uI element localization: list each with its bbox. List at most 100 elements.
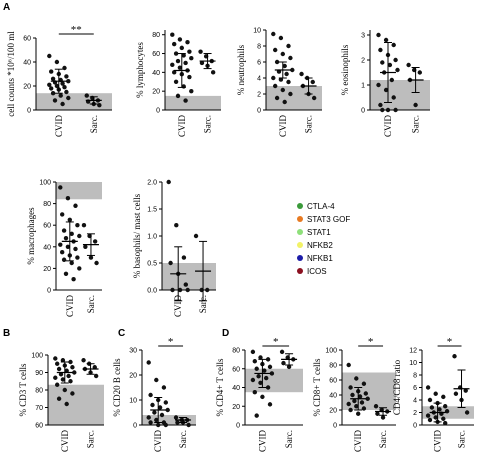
data-point [93,373,99,379]
data-point [373,404,379,409]
x-tick-label: Sarc. [89,115,99,133]
data-point [84,93,89,98]
y-tick-label: 80 [329,363,337,370]
data-point [92,365,97,370]
x-tick-label: Sarc. [86,295,96,313]
data-point [443,420,448,426]
y-tick-label: 60 [43,223,51,230]
data-point [68,379,73,384]
data-point [189,88,194,94]
data-point [56,366,62,372]
y-tick-label: 1 [361,83,365,90]
data-point [60,358,66,363]
data-point [352,398,357,404]
data-point [181,53,186,58]
data-point [49,86,54,91]
data-point [286,43,291,49]
data-point [262,368,267,373]
data-point [378,102,383,108]
data-point [271,31,276,37]
data-point [64,368,69,373]
data-point [258,380,263,386]
data-point [380,107,385,113]
significance-label: ** [71,24,82,36]
legend-swatch [297,216,303,222]
data-point [58,372,64,377]
data-point [55,361,60,366]
x-tick-label: Sarc. [411,115,421,133]
y-axis-label: % macrophages [26,207,36,265]
data-point [64,401,69,407]
data-point [159,412,165,418]
y-tick-label: 40 [23,60,31,67]
data-point [441,394,446,400]
data-point [187,74,192,80]
data-point [433,415,438,420]
y-tick-label: 0.0 [147,288,157,295]
data-point [173,415,179,420]
data-point [254,366,259,371]
data-point [65,196,71,201]
data-point [380,415,386,420]
y-tick-label: 0 [257,108,261,115]
x-tick-label: Sarc. [457,430,467,448]
data-point [50,76,56,82]
legend-swatch [297,229,303,235]
data-point [383,87,389,93]
data-point [288,55,293,61]
y-tick-label: 4 [257,76,261,83]
y-tick-label: 60 [35,423,43,430]
x-tick-label: CVID [383,115,393,137]
x-tick-label: CVID [278,115,288,137]
data-point [278,35,284,41]
y-tick-label: 4 [413,398,417,405]
data-point [365,396,370,401]
data-point [50,91,56,96]
y-tick-label: 40 [43,244,51,251]
data-point [348,407,353,413]
y-tick-label: 20 [23,84,31,91]
data-point [361,381,367,386]
legend-label: CTLA-4 [307,202,335,211]
data-point [53,375,58,380]
data-point [60,81,65,86]
data-point [433,391,438,396]
y-axis-label: % CD8+ T cells [312,358,322,416]
y-axis-label: % CD4+ T cells [215,358,225,416]
data-point [94,260,99,266]
data-point [254,413,259,418]
x-tick-label: CVID [60,430,70,452]
y-tick-label: 60 [23,36,31,43]
data-point [425,413,431,418]
data-point [183,282,188,287]
data-point [183,60,188,66]
data-point [310,79,315,85]
x-tick-label: CVID [433,430,443,452]
y-tick-label: 2.0 [147,180,157,187]
data-point [163,422,168,428]
data-point [61,228,67,233]
data-point [385,107,391,113]
data-point [444,409,450,414]
data-point [66,79,71,84]
data-point [346,401,351,407]
data-point [69,260,74,266]
data-point [252,389,257,395]
data-point [66,95,71,101]
significance-label: * [273,336,279,348]
data-point [161,385,167,390]
legend-label: STAT3 GOF [307,215,350,224]
y-tick-label: 0 [156,108,160,115]
data-point [389,77,394,83]
data-point [146,415,151,420]
data-point [81,223,87,228]
y-tick-label: 20 [329,408,337,415]
x-tick-label: CVID [153,430,163,452]
y-axis-label: cell counts *10⁶/100 ml [6,31,16,117]
data-point [54,59,60,65]
data-point [252,359,257,364]
y-tick-label: 60 [232,366,240,373]
reference-range [56,182,102,200]
y-tick-label: 60 [152,51,160,58]
data-point [393,107,398,113]
